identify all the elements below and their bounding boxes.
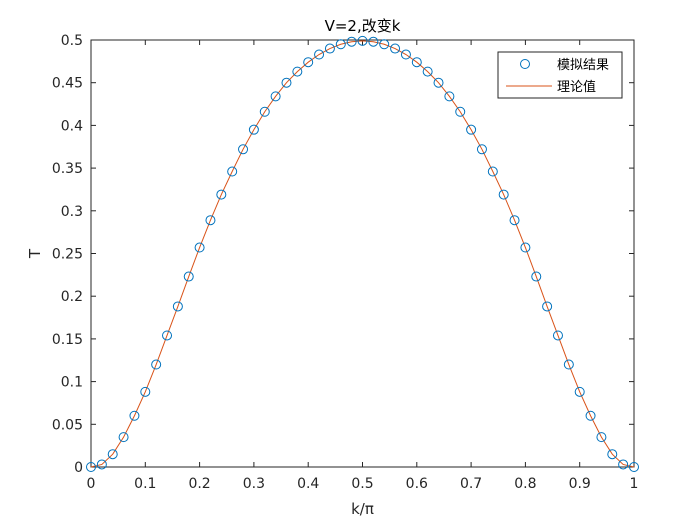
data-point-simulated	[509, 215, 520, 226]
data-point-simulated	[585, 410, 596, 421]
data-point-simulated	[183, 271, 194, 282]
y-tick-label: 0.15	[52, 332, 83, 348]
data-point-simulated	[520, 242, 531, 253]
y-tick-label: 0.3	[61, 204, 83, 220]
data-point-simulated	[574, 386, 585, 397]
data-point-simulated	[552, 330, 563, 341]
data-point-simulated	[379, 39, 390, 50]
axes-box	[90, 39, 635, 468]
data-point-simulated	[259, 106, 270, 117]
data-point-simulated	[248, 124, 259, 135]
y-axis-label: T	[26, 248, 44, 259]
y-tick-label: 0.5	[61, 33, 83, 49]
x-tick-label: 0.8	[514, 476, 536, 492]
y-tick-label: 0	[74, 460, 83, 476]
data-point-simulated	[596, 432, 607, 443]
data-point-simulated	[346, 36, 357, 47]
data-point-simulated	[563, 359, 574, 370]
data-point-simulated	[466, 124, 477, 135]
x-tick-label: 1	[630, 476, 639, 492]
x-tick-label: 0.4	[297, 476, 319, 492]
data-point-simulated	[411, 57, 422, 68]
y-tick-label: 0.2	[61, 289, 83, 305]
data-point-simulated	[542, 301, 553, 312]
data-point-simulated	[205, 215, 216, 226]
plot-area: 0 0.1 0.2 0.3 0.4 0.5 0.6 0.7 0.8 0.9 1 0 0.05 0.1 0.…	[52, 33, 639, 492]
x-tick-label: 0.1	[134, 476, 156, 492]
data-point-simulated	[194, 242, 205, 253]
data-point-simulated	[303, 57, 314, 68]
x-tick-label: 0.9	[569, 476, 591, 492]
data-point-simulated	[531, 271, 542, 282]
data-point-simulated	[368, 36, 379, 47]
chart-title: V=2,改变k	[325, 17, 401, 35]
legend-entry-simulated: 模拟结果	[557, 58, 609, 73]
data-point-simulated	[498, 189, 509, 200]
data-point-simulated	[422, 66, 433, 77]
y-tick-labels: 0 0.05 0.1 0.15 0.2 0.25 0.3 0.35 0.4 0.45 0.5	[52, 33, 83, 476]
data-point-simulated	[629, 462, 639, 472]
data-point-simulated	[390, 43, 401, 54]
data-point-simulated	[618, 459, 629, 470]
data-point-simulated	[162, 330, 173, 341]
data-point-simulated	[314, 49, 325, 60]
data-point-simulated	[118, 432, 129, 443]
data-point-simulated	[444, 91, 455, 102]
data-point-simulated	[292, 66, 303, 77]
y-tick-label: 0.35	[52, 161, 83, 177]
data-point-simulated	[238, 144, 249, 155]
tick-marks	[90, 39, 635, 468]
legend-box	[497, 51, 623, 99]
data-point-simulated	[335, 39, 346, 50]
y-tick-label: 0.4	[61, 118, 83, 134]
y-tick-label: 0.05	[52, 417, 83, 433]
data-point-simulated	[433, 77, 444, 88]
data-point-simulated	[270, 91, 281, 102]
legend: 模拟结果 理论值	[497, 51, 623, 99]
x-tick-label: 0.6	[406, 476, 428, 492]
data-point-simulated	[400, 49, 411, 60]
data-point-simulated	[357, 35, 368, 46]
data-point-simulated	[476, 144, 487, 155]
x-tick-label: 0.7	[460, 476, 482, 492]
legend-marker-circle-icon	[520, 59, 530, 69]
y-tick-label: 0.1	[61, 375, 83, 391]
x-tick-label: 0	[87, 476, 96, 492]
y-tick-label: 0.25	[52, 247, 83, 263]
x-tick-label: 0.3	[243, 476, 265, 492]
legend-entry-theoretical: 理论值	[557, 79, 596, 95]
data-point-simulated	[151, 359, 162, 370]
data-point-simulated	[324, 43, 335, 54]
data-point-simulated	[172, 301, 183, 312]
x-tick-labels: 0 0.1 0.2 0.3 0.4 0.5 0.6 0.7 0.8 0.9 1	[87, 476, 639, 492]
data-point-simulated	[107, 449, 118, 460]
data-point-simulated	[216, 189, 227, 200]
x-tick-label: 0.2	[188, 476, 210, 492]
data-point-simulated	[455, 106, 466, 117]
data-point-simulated	[607, 449, 618, 460]
data-point-simulated	[86, 462, 96, 472]
data-point-simulated	[487, 166, 498, 177]
data-point-simulated	[129, 410, 140, 421]
series-layer	[86, 35, 639, 472]
series-line-theoretical	[90, 40, 635, 468]
x-axis-label: k/π	[351, 500, 374, 518]
data-point-simulated	[96, 459, 107, 470]
data-point-simulated	[227, 166, 238, 177]
data-point-simulated	[281, 77, 292, 88]
x-tick-label: 0.5	[351, 476, 373, 492]
data-point-simulated	[140, 386, 151, 397]
y-tick-label: 0.45	[52, 76, 83, 92]
